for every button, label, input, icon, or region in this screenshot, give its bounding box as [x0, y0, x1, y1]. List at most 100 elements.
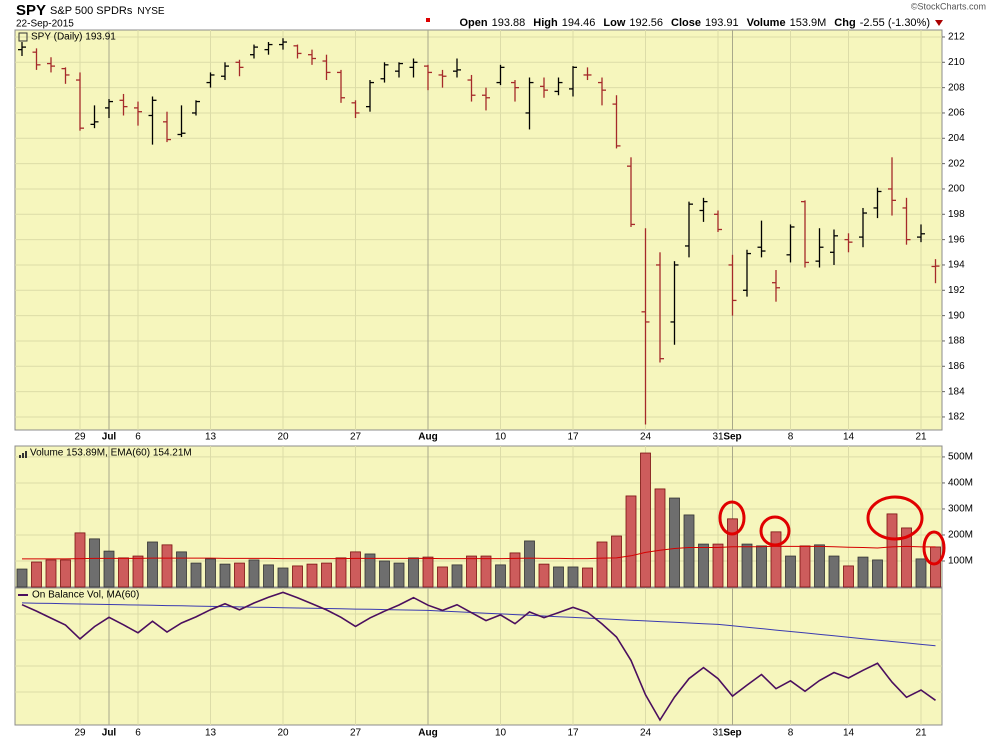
stat-label: High [533, 17, 558, 29]
volume-bar [16, 568, 28, 588]
volume-bar [451, 564, 463, 588]
stat-value: 193.91 [705, 17, 739, 29]
volume-bar [118, 557, 129, 588]
legend: SPY (Daily) 193.91 [31, 32, 116, 43]
volume-bar [698, 543, 709, 588]
x-tick-label: 29 [74, 728, 86, 739]
x-tick-label: 8 [788, 432, 794, 443]
exchange: NYSE [137, 6, 165, 17]
volume-bar [915, 558, 927, 588]
volume-bar [524, 540, 535, 588]
volume-bar [886, 513, 898, 588]
x-tick-label: 27 [350, 728, 362, 739]
y-tick-label: 200 [948, 184, 965, 195]
x-tick-label: Sep [723, 432, 741, 443]
volume-bar [190, 562, 202, 588]
circle [866, 495, 924, 541]
volume-bar [872, 559, 883, 588]
symbol: SPY [16, 2, 46, 19]
y-tick-label: 194 [948, 260, 965, 271]
y-tick-label: 204 [948, 133, 965, 144]
volume-bar [219, 563, 231, 588]
x-tick-label: 17 [567, 728, 579, 739]
x-tick-label: 21 [915, 432, 927, 443]
volume-bar [132, 555, 144, 588]
volume-bar [234, 562, 245, 588]
volume-bar [843, 565, 854, 588]
volume-bar [379, 560, 390, 588]
circle [718, 500, 746, 536]
legend-icon [19, 455, 21, 458]
volume-bar [408, 557, 419, 588]
marker [426, 18, 430, 22]
security-name: S&P 500 SPDRs [50, 5, 133, 17]
x-tick-label: 13 [205, 728, 217, 739]
volume-bar [393, 562, 405, 588]
x-tick-label: 13 [205, 432, 217, 443]
obv-grid [15, 613, 942, 693]
circle [759, 515, 791, 547]
stat-label: Open [460, 17, 488, 29]
stat-value: 153.9M [790, 17, 827, 29]
volume-bar [263, 564, 274, 588]
volume-bar [74, 532, 86, 588]
price-panel [14, 29, 943, 431]
x-tick-label: Sep [723, 728, 741, 739]
volume-bar [480, 555, 492, 588]
x-tick-label: 29 [74, 432, 86, 443]
y-tick-label: 500M [948, 452, 973, 463]
volume-bar [901, 527, 912, 588]
x-tick-label: 17 [567, 432, 579, 443]
x-tick-label: 20 [277, 728, 289, 739]
header-title: SPY S&P 500 SPDRs NYSE [16, 2, 165, 19]
volume-bar [814, 544, 825, 588]
x-tick-label: 14 [843, 432, 855, 443]
volume-bar [582, 567, 593, 588]
volume-bar [756, 545, 767, 588]
x-tick-label: 10 [495, 432, 507, 443]
y-tick-label: 192 [948, 285, 965, 296]
stat-value: 193.88 [492, 17, 526, 29]
volume-bar [176, 551, 187, 588]
annotations [718, 495, 946, 566]
stat-label: Volume [747, 17, 786, 29]
volume-bar [727, 518, 738, 588]
y-tick-label: 210 [948, 57, 965, 68]
copyright: ©StockCharts.com [911, 1, 986, 11]
volume-bar [857, 556, 869, 588]
stats: Open 193.88 High 194.46 Low 192.56 Close 193.91… [460, 17, 931, 29]
stat-label: Low [603, 17, 625, 29]
x-tick-label: Jul [102, 728, 117, 739]
volume-bar [364, 553, 376, 588]
y-tick-label: 182 [948, 412, 965, 423]
volume-bar [770, 531, 782, 588]
volume-bar [596, 541, 608, 588]
stat-value: 192.56 [629, 17, 663, 29]
volume-bar [828, 555, 840, 588]
volume-bar [292, 565, 303, 588]
volume-bar [466, 555, 477, 588]
y-tick-label: 186 [948, 361, 965, 372]
series-line [21, 602, 936, 647]
x-tick-label: 27 [350, 432, 362, 443]
volume-bar [103, 550, 115, 588]
stat-value: 194.46 [562, 17, 596, 29]
legend-icon [18, 32, 28, 42]
volume-bar [799, 545, 811, 588]
y-tick-label: 100M [948, 556, 973, 567]
x-tick-label: 24 [640, 728, 652, 739]
volume-bar [161, 544, 173, 588]
legend: On Balance Vol, MA(60) [32, 590, 139, 601]
circle [922, 530, 946, 566]
obv-panel [14, 587, 943, 726]
x-tick-label: 10 [495, 728, 507, 739]
volume-bar [712, 543, 724, 588]
x-tick-label: 24 [640, 432, 652, 443]
volume-bar [538, 563, 550, 588]
y-tick-label: 200M [948, 530, 973, 541]
volume-bar [930, 546, 941, 588]
volume-bar [553, 566, 564, 588]
volume-bar [147, 541, 158, 588]
legend: Volume 153.89M, EMA(60) 154.21M [30, 448, 192, 459]
